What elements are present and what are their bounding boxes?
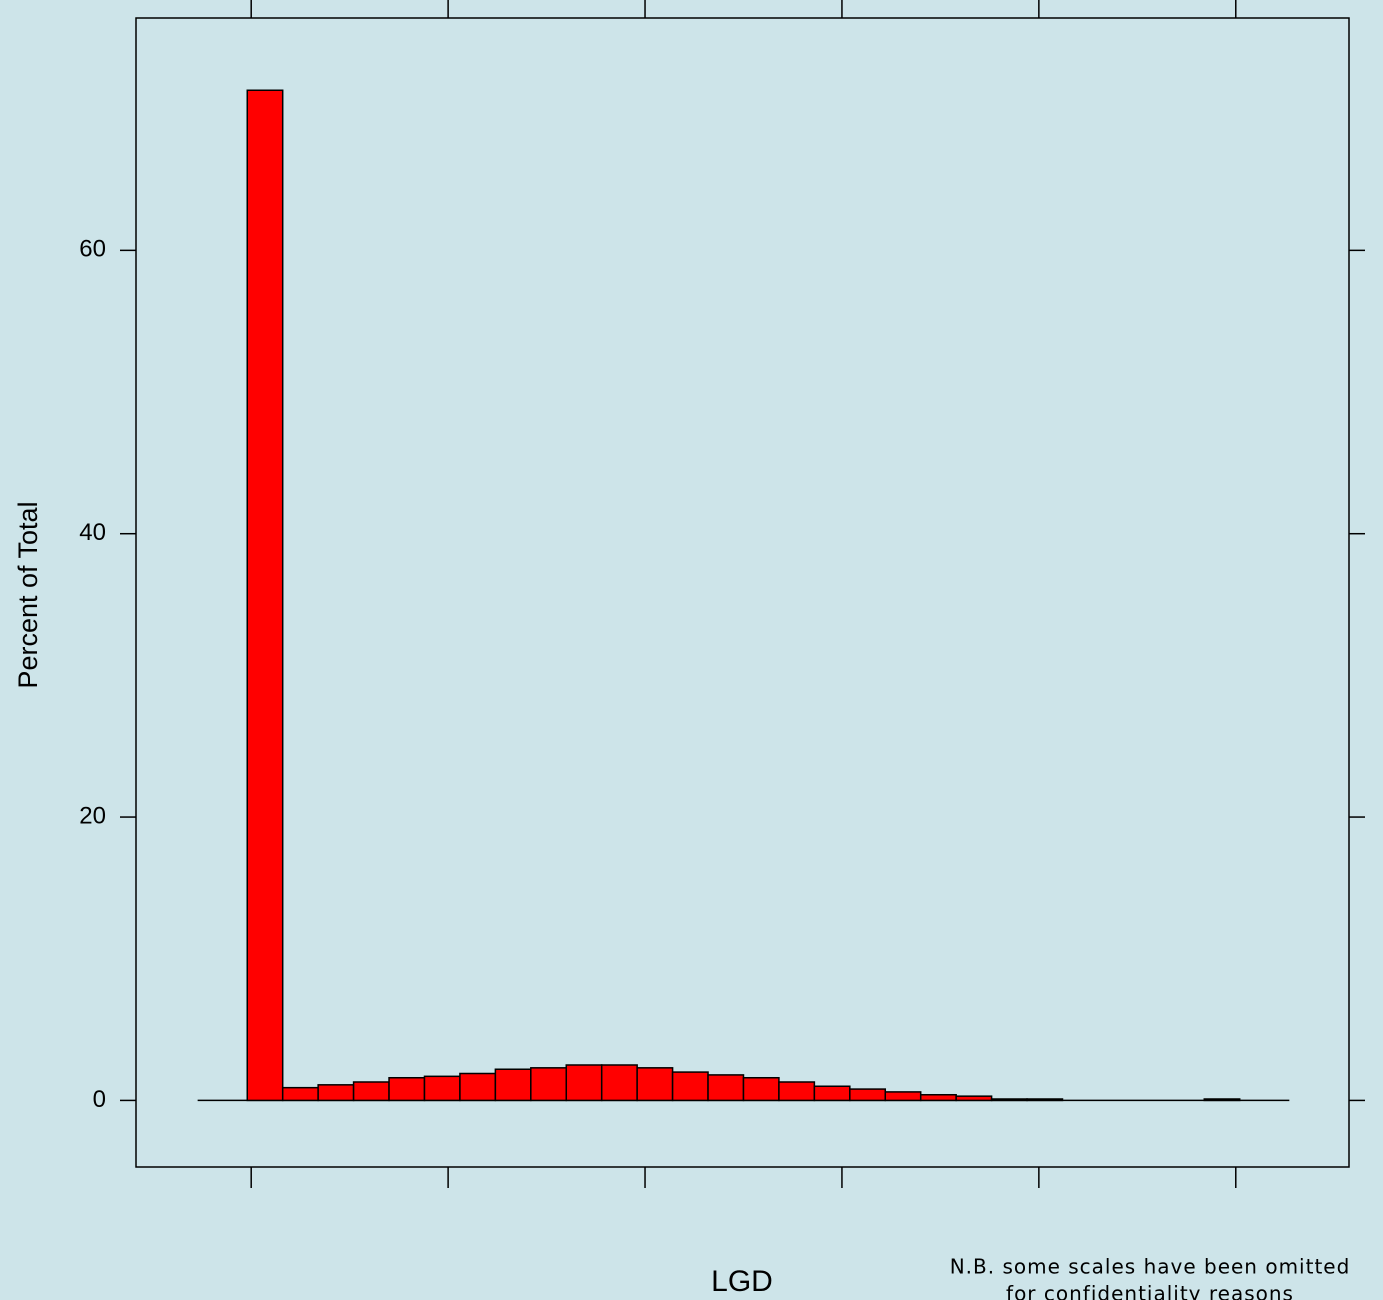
note: N.B. some scales have been omitted [950, 1255, 1351, 1279]
bar [281, 1086, 319, 1102]
bar [849, 1088, 887, 1102]
bar [707, 1074, 745, 1102]
bar [884, 1091, 922, 1102]
bar [1026, 1098, 1064, 1102]
y-tick-label: 40 [79, 519, 106, 546]
bar [246, 89, 284, 1102]
bar [423, 1075, 461, 1102]
bar [919, 1093, 957, 1102]
bar [990, 1098, 1028, 1102]
bar [778, 1081, 816, 1102]
bar [671, 1071, 709, 1102]
y-tick-label: 0 [93, 1086, 106, 1113]
y-axis-title: Percent of Total [13, 501, 43, 688]
x-axis-title: LGD [711, 1265, 773, 1298]
note: for confidentiality reasons [1006, 1282, 1294, 1300]
bar [352, 1081, 390, 1102]
y-tick-label: 60 [79, 236, 106, 263]
bar [459, 1072, 497, 1102]
bar [955, 1095, 993, 1102]
bar [600, 1064, 638, 1102]
bar [636, 1067, 674, 1102]
bar [565, 1064, 603, 1102]
bar [494, 1068, 532, 1102]
y-tick-label: 20 [79, 802, 106, 829]
bar [1203, 1098, 1241, 1102]
bar [317, 1084, 355, 1102]
plot-frame [135, 17, 1350, 1168]
bar [388, 1076, 426, 1102]
bar [813, 1085, 851, 1102]
bar [530, 1067, 568, 1102]
bar [742, 1076, 780, 1102]
